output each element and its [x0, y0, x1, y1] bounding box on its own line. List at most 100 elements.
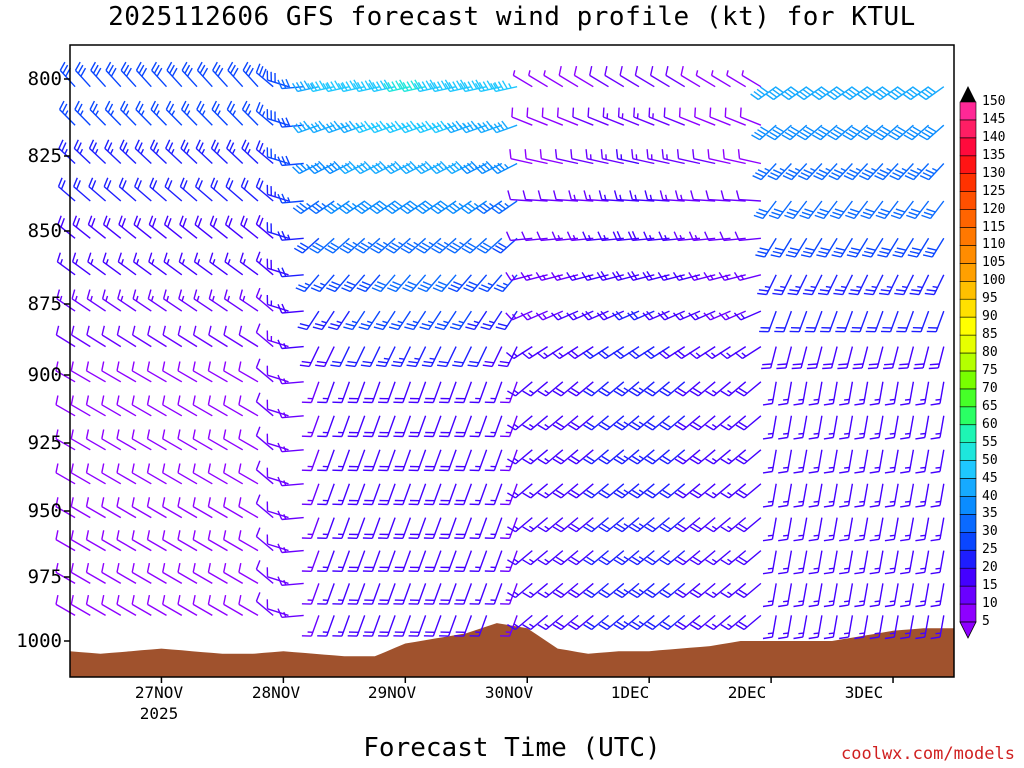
- wind-barb: [423, 550, 442, 572]
- wind-barb: [689, 582, 716, 599]
- barb-half: [813, 398, 819, 401]
- barb-flag: [507, 624, 516, 631]
- colorbar-segment: [959, 478, 977, 497]
- wind-barb: [378, 550, 396, 572]
- colorbar-label: 130: [982, 165, 1006, 181]
- barb-staff: [255, 535, 274, 552]
- barb-flag: [861, 254, 872, 258]
- barb-half: [813, 500, 819, 503]
- colorbar-segment: [959, 496, 977, 515]
- barb-staff: [371, 583, 381, 605]
- barb-flag: [213, 180, 219, 190]
- wind-barb: [146, 429, 167, 451]
- barb-flag: [643, 351, 652, 360]
- wind-barb: [659, 190, 685, 202]
- barb-flag: [459, 166, 468, 175]
- barb-flag: [735, 592, 745, 599]
- barb-flag: [223, 325, 227, 336]
- wind-barb: [180, 139, 198, 165]
- barb-staff: [786, 615, 793, 638]
- wind-barb: [919, 163, 945, 181]
- barb-flag: [814, 91, 823, 98]
- barb-half: [623, 556, 629, 561]
- barb-half: [186, 110, 191, 116]
- wind-barb: [921, 200, 945, 220]
- barb-flag: [406, 202, 415, 210]
- barb-flag: [793, 636, 803, 640]
- wind-barb: [467, 346, 488, 368]
- wind-barb: [210, 177, 228, 202]
- barb-flag: [463, 164, 472, 173]
- barb-half: [287, 234, 291, 240]
- wind-barb: [673, 346, 701, 360]
- wind-barb: [884, 381, 899, 406]
- barb-flag: [674, 624, 684, 631]
- wind-barb: [585, 149, 609, 165]
- barb-flag: [659, 190, 664, 200]
- barb-staff: [556, 158, 579, 165]
- barb-flag: [440, 80, 447, 90]
- barb-flag: [178, 289, 183, 299]
- credit-link[interactable]: coolwx.com/models: [841, 744, 1015, 764]
- barb-flag: [379, 160, 387, 169]
- barb-half: [695, 352, 701, 357]
- wind-barb: [904, 163, 930, 181]
- barb-staff: [117, 334, 137, 348]
- barb-flag: [467, 242, 477, 249]
- barb-flag: [891, 131, 901, 138]
- wind-barb: [841, 86, 869, 101]
- wind-barb: [116, 395, 137, 417]
- barb-flag: [734, 231, 740, 241]
- barb-staff: [739, 158, 762, 165]
- wind-barb: [839, 381, 854, 406]
- barb-flag: [879, 292, 889, 296]
- barb-staff: [255, 568, 274, 584]
- barb-half: [413, 241, 419, 246]
- wind-barb: [902, 86, 930, 101]
- barb-half: [351, 202, 357, 208]
- barb-flag: [586, 523, 596, 530]
- barb-flag: [598, 624, 608, 631]
- wind-barb: [301, 550, 320, 572]
- barb-flag: [177, 429, 181, 439]
- barb-staff: [208, 571, 228, 585]
- barb-flag: [915, 504, 925, 508]
- wind-barb: [826, 86, 853, 101]
- wind-barb: [148, 215, 167, 239]
- barb-half: [844, 567, 850, 570]
- wind-barb: [613, 517, 640, 533]
- barb-flag: [921, 91, 930, 98]
- barb-staff: [817, 615, 823, 638]
- wind-barb: [907, 237, 930, 258]
- wind-barb: [378, 615, 396, 637]
- terrain-fill: [70, 623, 954, 677]
- barb-staff: [371, 483, 381, 505]
- barb-flag: [756, 211, 766, 216]
- wind-barb: [757, 274, 777, 296]
- barb-flag: [883, 367, 893, 370]
- wind-barb: [896, 310, 915, 333]
- barb-staff: [238, 472, 259, 485]
- wind-barb: [869, 517, 884, 542]
- barb-flag: [787, 88, 796, 96]
- barb-half: [798, 632, 804, 635]
- barb-half: [889, 398, 896, 401]
- barb-flag: [118, 177, 124, 187]
- wind-barb: [598, 614, 625, 631]
- barb-flag: [915, 470, 925, 474]
- colorbar-label: 100: [982, 273, 1006, 289]
- barb-flag: [839, 436, 849, 440]
- barb-flag: [707, 149, 710, 159]
- barb-flag: [628, 492, 638, 499]
- barb-flag: [349, 80, 356, 90]
- barb-flag: [828, 175, 838, 181]
- barb-flag: [857, 134, 867, 141]
- barb-flag: [869, 636, 880, 640]
- wind-barb: [147, 289, 167, 312]
- wind-barb: [869, 583, 884, 608]
- barb-staff: [650, 74, 670, 88]
- barb-flag: [720, 526, 730, 533]
- wind-barb: [643, 346, 670, 360]
- barb-half: [767, 632, 774, 635]
- wind-barb: [317, 449, 335, 472]
